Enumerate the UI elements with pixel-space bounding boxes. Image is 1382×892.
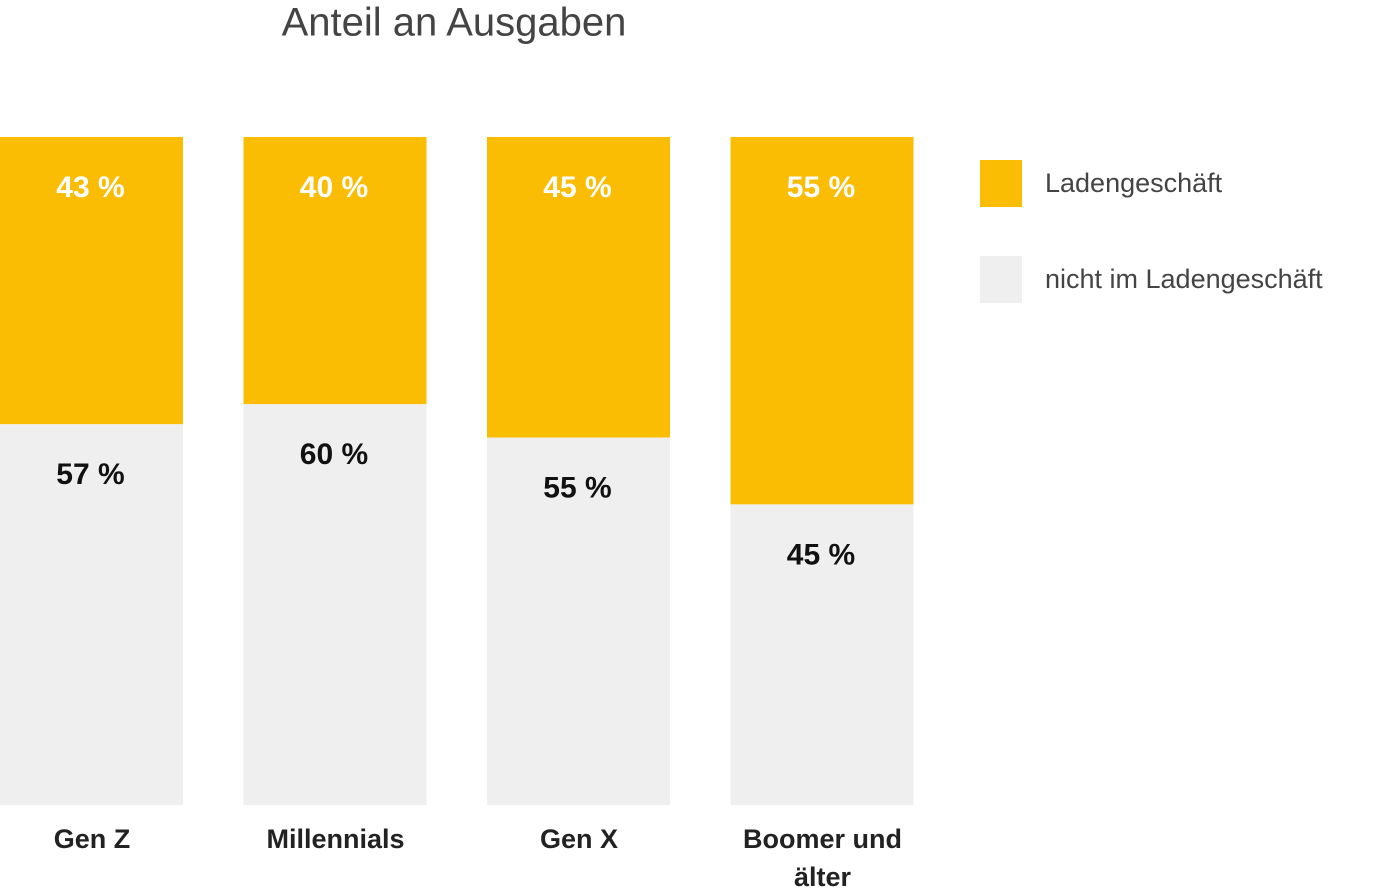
chart-title: Anteil an Ausgaben [282, 1, 627, 45]
bar-segment [0, 137, 183, 425]
bar-segment [730, 137, 914, 505]
bar-segment [243, 404, 427, 805]
value-label: 45 % [543, 171, 611, 204]
value-label: 45 % [787, 538, 855, 571]
value-label: 60 % [300, 438, 368, 471]
value-label: 55 % [787, 171, 855, 204]
value-label: 43 % [56, 171, 124, 204]
x-tick-label: Millennials [266, 824, 405, 854]
bar-segment [487, 137, 670, 438]
legend-label: Ladengeschäft [1045, 168, 1223, 198]
x-tick-label: Gen X [539, 824, 619, 854]
legend-swatch [980, 160, 1022, 207]
bar-segment [487, 437, 670, 805]
x-tick-label: Gen Z [53, 824, 131, 854]
bar-segment [730, 504, 914, 805]
x-tick-label: Boomer und älter [743, 824, 902, 892]
value-label: 40 % [300, 171, 368, 204]
value-label: 55 % [543, 472, 611, 505]
value-label: 57 % [56, 458, 124, 491]
legend-swatch [980, 256, 1022, 303]
bar-segment [243, 137, 427, 405]
legend-label: nicht im Ladengeschäft [1045, 264, 1323, 294]
bar-segment [0, 424, 183, 805]
